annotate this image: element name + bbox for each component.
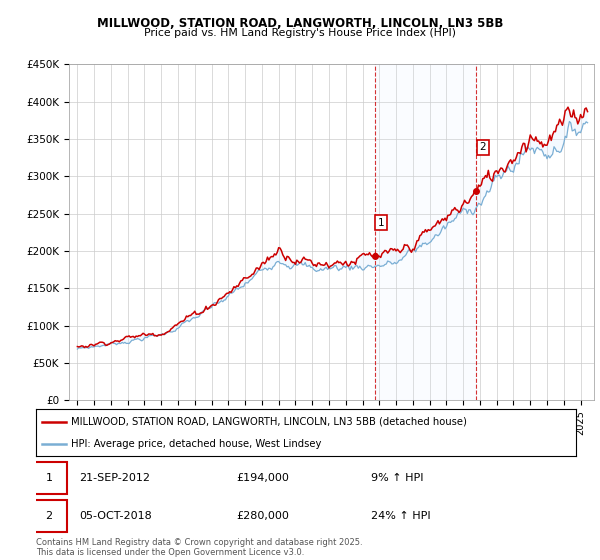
Text: Price paid vs. HM Land Registry's House Price Index (HPI): Price paid vs. HM Land Registry's House …: [144, 28, 456, 38]
Text: MILLWOOD, STATION ROAD, LANGWORTH, LINCOLN, LN3 5BB: MILLWOOD, STATION ROAD, LANGWORTH, LINCO…: [97, 17, 503, 30]
Text: 1: 1: [378, 218, 385, 228]
Text: 1: 1: [46, 473, 52, 483]
Text: 24% ↑ HPI: 24% ↑ HPI: [371, 511, 430, 521]
Text: Contains HM Land Registry data © Crown copyright and database right 2025.
This d: Contains HM Land Registry data © Crown c…: [36, 538, 362, 557]
Text: MILLWOOD, STATION ROAD, LANGWORTH, LINCOLN, LN3 5BB (detached house): MILLWOOD, STATION ROAD, LANGWORTH, LINCO…: [71, 417, 467, 427]
FancyBboxPatch shape: [31, 462, 67, 494]
Text: 2: 2: [46, 511, 53, 521]
Text: 9% ↑ HPI: 9% ↑ HPI: [371, 473, 424, 483]
Text: 2: 2: [479, 142, 486, 152]
FancyBboxPatch shape: [31, 500, 67, 532]
Bar: [374, 64, 476, 400]
Text: 21-SEP-2012: 21-SEP-2012: [79, 473, 150, 483]
Text: 05-OCT-2018: 05-OCT-2018: [79, 511, 152, 521]
Text: £280,000: £280,000: [236, 511, 289, 521]
Text: HPI: Average price, detached house, West Lindsey: HPI: Average price, detached house, West…: [71, 438, 322, 449]
Text: £194,000: £194,000: [236, 473, 289, 483]
